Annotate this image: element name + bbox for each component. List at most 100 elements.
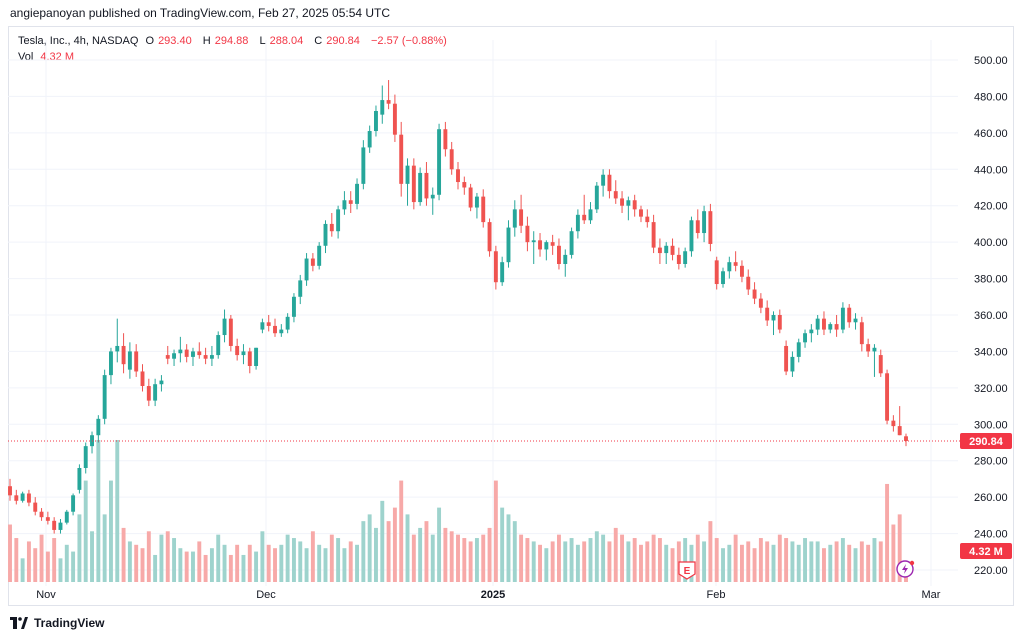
volume-bar	[784, 538, 789, 582]
candle-body	[317, 245, 322, 266]
candle-body	[26, 493, 31, 503]
volume-bar	[866, 544, 871, 582]
volume-bar	[304, 548, 309, 582]
volume-bar	[159, 534, 164, 582]
volume-bar	[191, 551, 195, 582]
candle-body	[310, 258, 315, 266]
candle-body	[847, 307, 852, 323]
volume-bar	[342, 548, 347, 582]
volume-bar	[146, 531, 151, 582]
volume-bar	[127, 541, 132, 582]
candle-body	[462, 182, 467, 188]
candle-body	[298, 280, 303, 297]
candle-body	[796, 342, 801, 357]
candle-body	[639, 209, 643, 217]
volume-bar	[241, 554, 246, 582]
candle-body	[904, 436, 908, 441]
ohlc-row: Tesla, Inc., 4h, NASDAQ O 293.40 H 294.88 …	[18, 33, 451, 49]
volume-bar	[746, 541, 751, 582]
volume-bar	[683, 538, 688, 582]
symbol-name[interactable]: Tesla, Inc., 4h, NASDAQ	[18, 35, 139, 47]
volume-bar	[386, 521, 391, 582]
candle-body	[304, 258, 309, 281]
candle-body	[96, 418, 101, 436]
volume-bar	[71, 551, 76, 582]
low-value: L 288.04	[259, 35, 304, 47]
y-tick-label: 480.00	[974, 91, 1008, 103]
volume-bar	[222, 544, 227, 582]
candle-body	[487, 222, 492, 252]
candle-body	[367, 131, 372, 148]
volume-bar	[323, 548, 328, 582]
volume-bar	[822, 548, 826, 582]
last-price-badge	[960, 432, 1012, 449]
candle-body	[550, 242, 555, 246]
y-tick-label: 460.00	[974, 128, 1008, 140]
volume-bar	[235, 544, 240, 582]
candle-body	[140, 371, 145, 387]
candle-body	[828, 324, 833, 330]
volume-bar	[96, 440, 101, 582]
volume-bar	[594, 531, 599, 582]
candle-body	[323, 223, 328, 246]
x-tick-label: Feb	[707, 589, 726, 601]
candle-body	[582, 214, 587, 221]
publisher-line: angiepanoyan published on TradingView.co…	[10, 6, 391, 20]
candle-body	[557, 245, 561, 264]
volume-bar	[329, 534, 334, 582]
volume-bar	[885, 483, 890, 582]
candle-body	[601, 174, 606, 186]
candle-body	[771, 315, 776, 321]
y-tick-label: 320.00	[974, 383, 1008, 395]
candle-body	[651, 222, 656, 248]
candle-body	[399, 134, 404, 184]
y-tick-label: 240.00	[974, 529, 1008, 541]
candle-body	[474, 196, 479, 208]
volume-bar	[140, 548, 145, 582]
volume-bar	[739, 544, 744, 582]
candle-body	[714, 260, 719, 285]
volume-bar	[437, 507, 442, 582]
volume-bar	[26, 541, 31, 582]
candle-body	[14, 495, 19, 501]
candle-body	[146, 386, 151, 401]
high-value: H 294.88	[202, 35, 249, 47]
candle-body	[493, 251, 498, 283]
tradingview-footer[interactable]: TradingView	[10, 616, 104, 630]
volume-bar	[456, 534, 460, 582]
candle-body	[121, 345, 126, 365]
volume-bar	[52, 538, 57, 582]
candle-body	[209, 355, 214, 359]
candle-body	[247, 351, 252, 366]
last-volume-label: 4.32 M	[969, 546, 1003, 558]
candle-body	[872, 347, 877, 352]
x-tick-label: Mar	[922, 589, 941, 601]
candle-body	[241, 351, 246, 356]
candle-body	[380, 100, 385, 115]
volume-bar	[550, 541, 555, 582]
candle-body	[803, 333, 807, 343]
volume-bar	[670, 548, 675, 582]
candle-body	[784, 345, 789, 372]
candle-body	[765, 307, 770, 321]
candle-body	[777, 315, 782, 330]
candle-body	[329, 223, 334, 232]
candle-body	[689, 220, 694, 252]
volume-bar	[853, 548, 858, 582]
volume-bar	[254, 551, 259, 582]
volume-bar	[506, 514, 511, 582]
candle-body	[374, 111, 378, 132]
tradingview-brand: TradingView	[34, 616, 105, 630]
volume-bar	[279, 544, 284, 582]
volume-bar	[651, 534, 656, 582]
volume-bar	[582, 541, 587, 582]
earnings-marker[interactable]	[678, 561, 696, 580]
volume-bar	[815, 541, 820, 582]
candle-body	[64, 511, 69, 523]
candle-body	[670, 245, 675, 255]
volume-bar	[449, 531, 454, 582]
open-value: O 293.40	[145, 35, 192, 47]
candle-body	[822, 318, 826, 330]
candle-body	[620, 198, 625, 206]
